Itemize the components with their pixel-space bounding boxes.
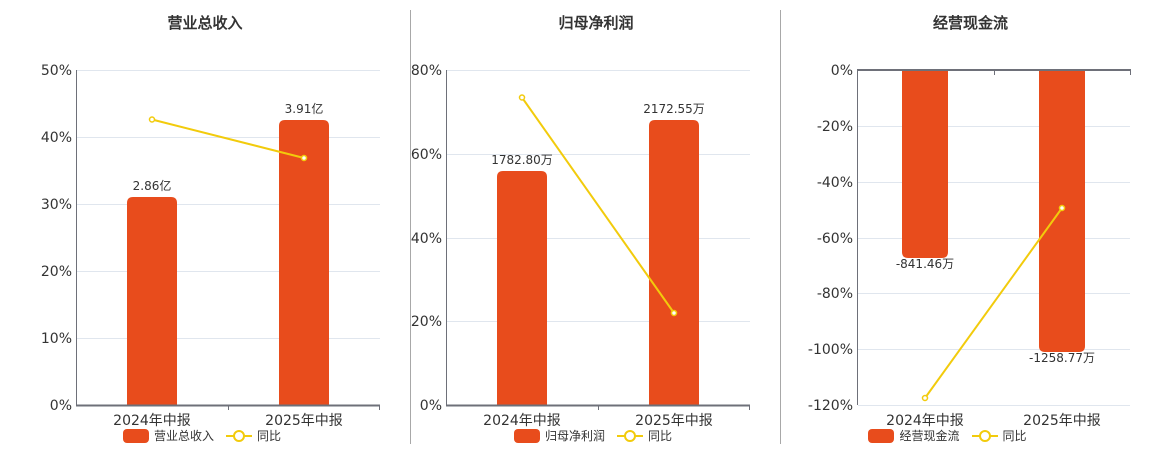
y-tick-label: 0% — [420, 398, 442, 414]
yoy-point[interactable] — [148, 116, 156, 123]
bar-swatch-icon — [122, 428, 149, 443]
y-tick-label: -120% — [808, 398, 853, 414]
chart-title: 归母净利润 — [558, 14, 634, 32]
legend-item-line[interactable]: 同比 — [226, 427, 281, 444]
legend-item-bar[interactable]: 归母净利润 — [513, 427, 605, 444]
bar-2025[interactable] — [279, 120, 329, 405]
y-tick-label: 40% — [411, 231, 442, 247]
bar-2024[interactable] — [127, 197, 177, 405]
y-tick-label: -60% — [817, 231, 853, 247]
chart-plot: 80% 60% 40% 20% 0% 1782.80万 2172.55万 202… — [411, 63, 750, 429]
bar-2024[interactable] — [902, 70, 948, 258]
chart-panel-net-profit: 归母净利润 80% 60% 40% 20% 0% 1782.80万 2172.5… — [411, 0, 781, 450]
chart-legend: 归母净利润 同比 — [411, 427, 781, 444]
y-tick-label: 0% — [831, 63, 853, 79]
yoy-point[interactable] — [670, 309, 678, 317]
legend-label: 同比 — [257, 429, 282, 443]
chart-panel-operating-cashflow: 经营现金流 0% -20% -40% -60% -80% -100% -120%… — [781, 0, 1160, 450]
bar-value-label: -1258.77万 — [1029, 351, 1095, 365]
legend-label: 同比 — [1002, 429, 1027, 443]
legend-label: 同比 — [648, 429, 673, 443]
chart-plot: 0% -20% -40% -60% -80% -100% -120% -841.… — [808, 63, 1131, 429]
y-tick-label: 20% — [411, 314, 442, 330]
bar-2025[interactable] — [649, 120, 699, 405]
chart-plot: 50% 40% 30% 20% 10% 0% 2.86亿 3.91亿 2024年… — [41, 63, 380, 429]
chart-title: 经营现金流 — [932, 14, 1008, 32]
line-marker-icon — [971, 429, 998, 442]
legend-label: 归母净利润 — [544, 429, 605, 443]
legend-label: 经营现金流 — [899, 429, 960, 443]
bar-swatch-icon — [513, 428, 540, 443]
chart-legend: 经营现金流 同比 — [781, 427, 1120, 444]
bar-value-label: 1782.80万 — [491, 153, 553, 167]
bar-2024[interactable] — [497, 171, 547, 405]
y-tick-label: 40% — [41, 130, 72, 146]
chart-title: 营业总收入 — [167, 14, 243, 32]
y-tick-label: 10% — [41, 331, 72, 347]
y-tick-label: 30% — [41, 197, 72, 213]
line-marker-icon — [226, 429, 252, 442]
y-tick-label: 60% — [411, 147, 442, 163]
y-tick-label: -80% — [817, 286, 853, 302]
chart-panel-revenue: 营业总收入 50% 40% 30% 20% 10% 0% 2.86亿 3.91亿 — [0, 0, 400, 450]
line-marker-icon — [617, 429, 643, 442]
yoy-point[interactable] — [1058, 204, 1066, 212]
panel-divider — [780, 10, 781, 444]
legend-label: 营业总收入 — [153, 429, 214, 443]
yoy-line — [924, 207, 1063, 399]
legend-item-bar[interactable]: 经营现金流 — [868, 427, 960, 444]
y-tick-label: 80% — [411, 63, 442, 79]
bar-value-label: 3.91亿 — [285, 101, 324, 116]
x-tick-label: 2025年中报 — [635, 413, 713, 429]
y-tick-label: 20% — [41, 264, 72, 280]
x-tick-label: 2024年中报 — [483, 413, 561, 429]
x-tick-label: 2024年中报 — [113, 413, 191, 429]
x-tick-label: 2024年中报 — [886, 413, 964, 429]
bar-value-label: -841.46万 — [896, 257, 954, 271]
x-tick-label: 2025年中报 — [265, 413, 343, 429]
yoy-line — [151, 118, 305, 159]
bar-swatch-icon — [868, 428, 895, 443]
legend-item-bar[interactable]: 营业总收入 — [122, 427, 214, 444]
chart-legend: 营业总收入 同比 — [10, 427, 400, 444]
y-tick-label: 0% — [50, 398, 72, 414]
y-tick-label: -100% — [808, 342, 853, 358]
x-tick-label: 2025年中报 — [1023, 413, 1101, 429]
panel-divider — [410, 10, 411, 444]
bar-value-label: 2172.55万 — [643, 102, 705, 116]
y-tick-label: 50% — [41, 63, 72, 79]
yoy-line — [521, 96, 675, 314]
yoy-point[interactable] — [921, 394, 929, 402]
bar-value-label: 2.86亿 — [133, 178, 172, 193]
legend-item-line[interactable]: 同比 — [617, 427, 672, 444]
yoy-point[interactable] — [300, 154, 308, 162]
legend-item-line[interactable]: 同比 — [971, 427, 1027, 444]
y-tick-label: -40% — [817, 175, 853, 191]
yoy-point[interactable] — [518, 94, 526, 101]
y-tick-label: -20% — [817, 119, 853, 135]
